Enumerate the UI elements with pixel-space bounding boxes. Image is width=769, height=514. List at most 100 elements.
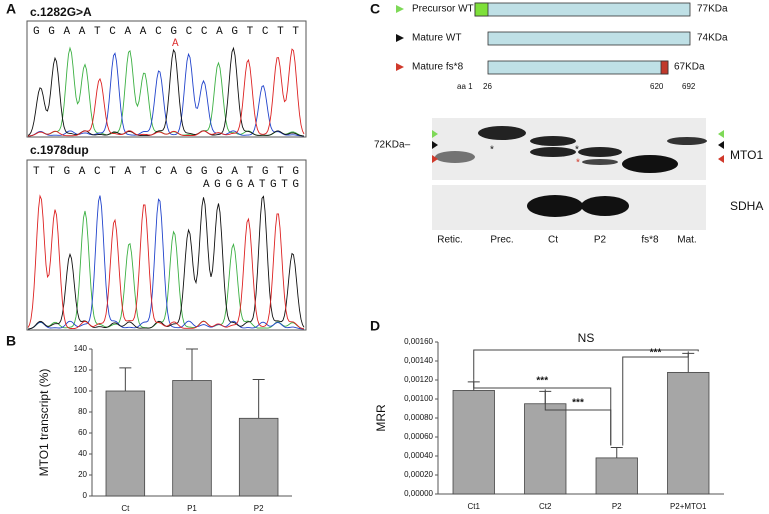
signal-peptide — [474, 2, 489, 17]
significance-bracket — [544, 389, 612, 446]
lane-label: Mat. — [677, 235, 696, 246]
bar — [172, 380, 212, 497]
significance-label: *** — [650, 348, 662, 359]
trace-line — [28, 52, 305, 137]
panel-label: B — [6, 333, 16, 349]
y-tick-label: 0,00160 — [404, 337, 433, 346]
panel-label: D — [370, 318, 380, 334]
construct-size: 77KDa — [697, 4, 728, 15]
x-tick-label: P2 — [254, 504, 264, 513]
construct-size: 67KDa — [674, 62, 705, 73]
trace-title: c.1282G>A — [30, 5, 92, 19]
significance-label: *** — [572, 398, 584, 409]
trace-line — [27, 194, 305, 330]
band — [581, 196, 629, 216]
aa-position: 26 — [483, 82, 492, 91]
y-tick-label: 0,00060 — [404, 432, 433, 441]
bar — [595, 457, 638, 495]
band — [478, 126, 526, 140]
band — [530, 136, 576, 146]
error-bar — [119, 367, 132, 391]
band-marker — [432, 155, 438, 163]
arrow-marker — [396, 34, 404, 42]
trace-line — [27, 48, 305, 137]
significance-bracket — [473, 349, 699, 380]
lane-label: Retic. — [437, 235, 463, 246]
blot-mark: * — [575, 145, 579, 156]
construct-name: Mature fs*8 — [412, 62, 464, 73]
y-tick-label: 0,00120 — [404, 375, 433, 384]
significance-label: *** — [536, 376, 548, 387]
x-tick-label: P2 — [612, 502, 622, 511]
lane-label: fs*8 — [641, 235, 659, 246]
trace-box — [26, 20, 307, 138]
aa-position: aa 1 — [457, 82, 473, 91]
lane-label: Ct — [548, 235, 558, 246]
bar — [452, 390, 495, 495]
y-tick-label: 0,00040 — [404, 451, 433, 460]
bar — [238, 417, 279, 497]
trace-line — [28, 46, 305, 137]
band — [578, 147, 622, 157]
bar — [105, 390, 146, 497]
band-marker — [718, 141, 724, 149]
blot-mark: * — [576, 158, 580, 169]
panel-label: A — [6, 1, 16, 17]
y-tick-label: 100 — [74, 386, 88, 395]
construct-name: Mature WT — [412, 33, 461, 44]
y-tick-label: 60 — [78, 428, 87, 437]
lane-label: P2 — [594, 235, 607, 246]
construct-name: Precursor WT — [412, 4, 474, 15]
blot-label: MTO1 — [730, 148, 763, 162]
variant: A — [172, 38, 179, 50]
lane-label: Prec. — [490, 235, 513, 246]
precursor-bar — [474, 2, 691, 17]
x-tick-label: Ct2 — [539, 502, 552, 511]
y-tick-label: 40 — [78, 449, 87, 458]
band-marker — [718, 130, 724, 138]
trace-box — [26, 159, 307, 331]
significance-label: NS — [578, 331, 595, 345]
y-tick-label: 0,00000 — [404, 489, 433, 498]
band — [527, 195, 583, 217]
y-tick-label: 140 — [74, 344, 88, 353]
y-tick-label: 0,00080 — [404, 413, 433, 422]
western-blot — [432, 118, 724, 230]
y-tick-label: 80 — [78, 407, 87, 416]
band — [530, 147, 576, 157]
band — [667, 137, 707, 145]
arrow-marker — [396, 63, 404, 71]
variant: AGGGATGTG — [203, 179, 299, 191]
aa-position: 620 — [650, 82, 664, 91]
sequence: TTGACTATCAGGGATGTG — [33, 166, 299, 178]
aa-position: 692 — [682, 82, 696, 91]
band — [622, 155, 678, 173]
trace-title: c.1978dup — [30, 143, 89, 157]
trace-line — [27, 195, 305, 330]
construct-size: 74KDa — [697, 33, 728, 44]
y-tick-label: 20 — [78, 470, 87, 479]
error-bar — [610, 446, 623, 458]
blot-mark: * — [490, 145, 494, 156]
error-bar — [252, 378, 265, 419]
sequence: GGAATCAACGCCAGTCTT — [33, 26, 299, 38]
x-tick-label: Ct — [121, 504, 130, 513]
band — [582, 159, 618, 165]
significance-bracket — [622, 351, 689, 446]
y-tick-label: 120 — [74, 365, 88, 374]
y-axis-label: MTO1 transcript (%) — [37, 369, 51, 477]
x-tick-label: P2+MTO1 — [670, 502, 707, 511]
band-marker — [432, 130, 438, 138]
chromatograms — [27, 46, 305, 330]
x-tick-label: Ct1 — [468, 502, 481, 511]
charts: 0 20 40 60 80 100 120 140 MTO1 transcript (%) Ct P… — [37, 331, 724, 513]
band-marker — [718, 155, 724, 163]
y-tick-label: 0,00100 — [404, 394, 433, 403]
construct-schematic — [396, 2, 691, 75]
band-marker — [432, 141, 438, 149]
lane-labels: Retic. Prec. Ct P2 fs*8 Mat. — [437, 235, 697, 246]
x-tick-label: P1 — [187, 504, 197, 513]
y-tick-label: 0,00140 — [404, 356, 433, 365]
bar — [524, 403, 567, 495]
